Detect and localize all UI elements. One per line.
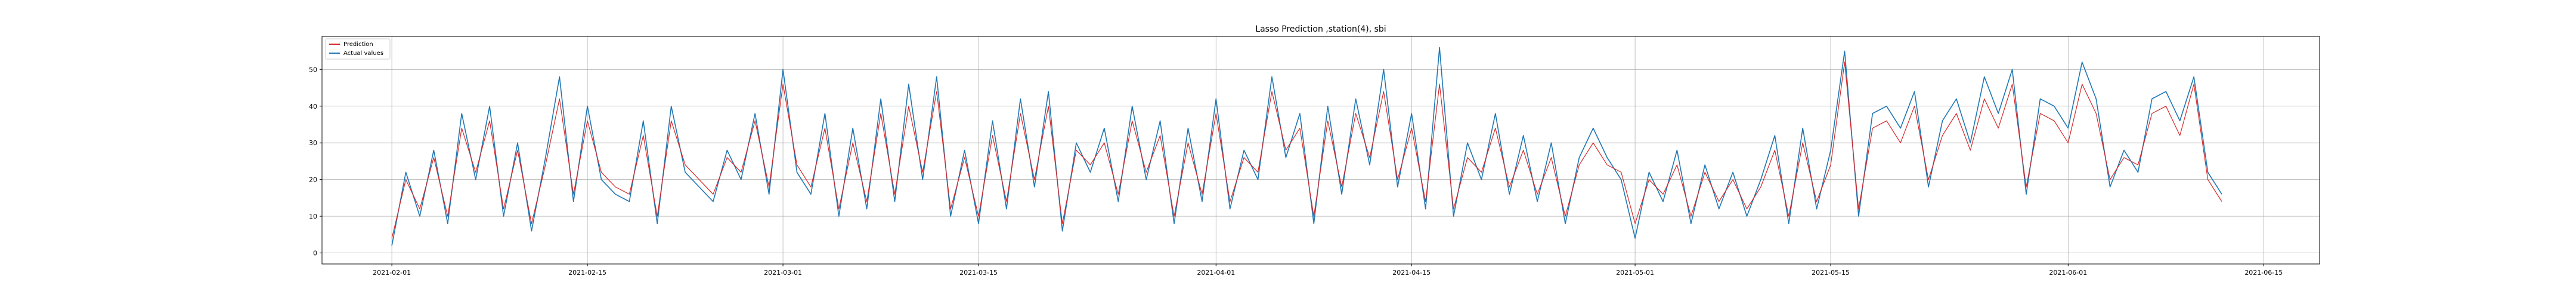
x-axis: 2021-02-01 2021-02-15 2021-03-01 2021-03-15… xyxy=(373,264,2283,277)
x-tick-label: 2021-03-15 xyxy=(959,269,998,277)
y-tick-label: 40 xyxy=(309,103,317,110)
x-tick-label: 2021-02-15 xyxy=(568,269,606,277)
y-tick-label: 0 xyxy=(313,250,317,257)
y-tick-label: 10 xyxy=(309,213,317,220)
y-tick-label: 30 xyxy=(309,139,317,147)
chart-title: Lasso Prediction ,station(4), sbi xyxy=(1255,24,1386,34)
y-axis: 0 10 20 30 40 50 xyxy=(309,66,322,257)
prediction-line xyxy=(391,62,2222,239)
x-tick-label: 2021-06-01 xyxy=(2049,269,2087,277)
x-tick-label: 2021-06-15 xyxy=(2244,269,2283,277)
legend-box xyxy=(325,38,391,60)
x-tick-label: 2021-05-15 xyxy=(1812,269,1850,277)
x-tick-label: 2021-03-01 xyxy=(764,269,802,277)
grid-layer xyxy=(322,36,2320,264)
x-tick-label: 2021-02-01 xyxy=(373,269,411,277)
y-tick-label: 20 xyxy=(309,176,317,184)
legend-label-prediction: Prediction xyxy=(343,41,373,48)
series-layer xyxy=(391,47,2222,246)
legend: Prediction Actual values xyxy=(325,38,391,60)
x-tick-label: 2021-04-01 xyxy=(1197,269,1235,277)
legend-label-actual: Actual values xyxy=(343,50,383,57)
x-tick-label: 2021-05-01 xyxy=(1616,269,1654,277)
plot-frame xyxy=(321,36,2320,265)
actual-values-line xyxy=(391,47,2222,246)
y-tick-label: 50 xyxy=(309,66,317,73)
x-tick-label: 2021-04-15 xyxy=(1392,269,1431,277)
